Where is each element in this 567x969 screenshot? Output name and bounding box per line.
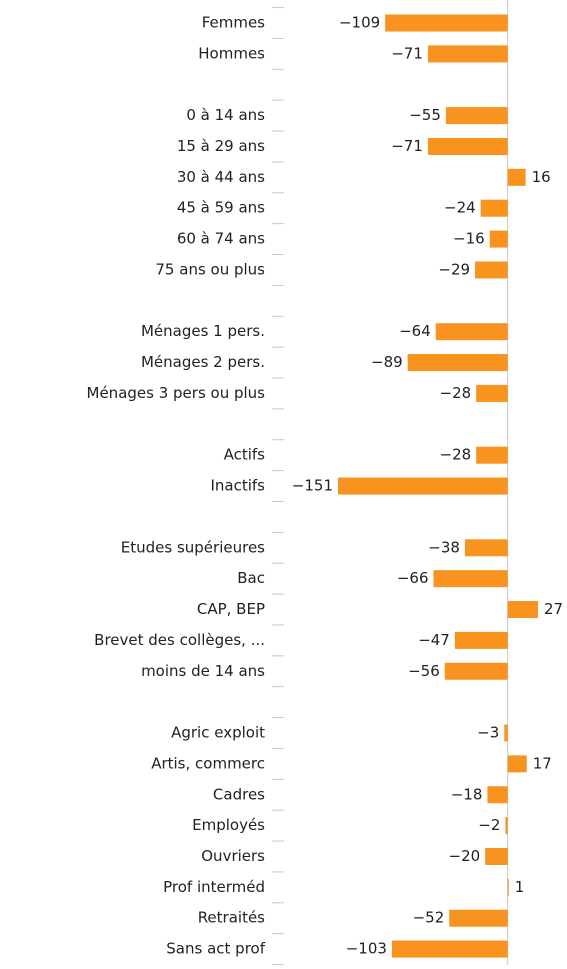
- bar: [507, 601, 538, 619]
- category-label: Ouvriers: [201, 847, 265, 865]
- data-label: −47: [418, 631, 450, 649]
- bar: [487, 786, 508, 804]
- bar: [475, 261, 508, 279]
- data-label: −20: [449, 847, 481, 865]
- bar: [407, 354, 508, 372]
- bar: [489, 230, 508, 248]
- bar: [385, 14, 508, 32]
- category-label: Inactifs: [210, 477, 265, 495]
- data-label: −3: [477, 724, 499, 742]
- bar: [435, 323, 508, 341]
- category-label: 0 à 14 ans: [186, 106, 265, 124]
- category-label: Femmes: [202, 14, 265, 32]
- bar: [444, 662, 508, 680]
- category-label: Retraités: [198, 909, 265, 927]
- data-label: −24: [444, 199, 476, 217]
- data-label: −18: [451, 785, 483, 803]
- data-label: −89: [371, 353, 403, 371]
- bar: [464, 539, 508, 557]
- bar: [507, 168, 526, 186]
- bar: [507, 878, 509, 896]
- category-label: Employés: [192, 816, 265, 834]
- data-label: −2: [478, 816, 500, 834]
- category-label: Sans act prof: [166, 940, 265, 958]
- data-label: −103: [346, 940, 387, 958]
- bar: [454, 631, 508, 649]
- bar: [449, 909, 508, 927]
- bar: [427, 45, 508, 63]
- category-label: Prof interméd: [163, 878, 265, 896]
- bar: [433, 570, 508, 588]
- data-label: 17: [533, 754, 552, 772]
- category-label: Cadres: [213, 785, 265, 803]
- category-label: Artis, commerc: [151, 754, 265, 772]
- data-label: 16: [532, 168, 551, 186]
- bar: [480, 199, 508, 217]
- data-label: 1: [515, 878, 525, 896]
- data-label: −38: [428, 538, 460, 556]
- category-label: Bac: [237, 569, 265, 587]
- category-label: Actifs: [224, 446, 266, 464]
- data-label: −64: [399, 322, 431, 340]
- category-label: Ménages 3 pers ou plus: [87, 384, 266, 402]
- category-label: CAP, BEP: [197, 600, 265, 618]
- data-label: −71: [391, 137, 423, 155]
- data-label: −28: [440, 446, 472, 464]
- bar: [476, 446, 508, 464]
- data-label: −56: [408, 662, 440, 680]
- category-label: Ménages 2 pers.: [141, 353, 265, 371]
- data-label: −109: [339, 14, 380, 32]
- category-label: 30 à 44 ans: [177, 168, 265, 186]
- data-label: −28: [440, 384, 472, 402]
- bar: [338, 477, 508, 495]
- data-label: −55: [409, 106, 441, 124]
- data-label: −66: [397, 569, 429, 587]
- data-label: −29: [438, 260, 470, 278]
- bar: [505, 817, 508, 835]
- bar: [504, 724, 508, 742]
- bar: [507, 755, 527, 773]
- category-label: Brevet des collèges, ...: [94, 631, 265, 649]
- data-label: 27: [544, 600, 563, 618]
- data-label: −71: [391, 44, 423, 62]
- category-label: Etudes supérieures: [121, 538, 265, 556]
- category-label: 15 à 29 ans: [177, 137, 265, 155]
- bar: [476, 384, 508, 402]
- category-label: Agric exploit: [171, 724, 265, 742]
- category-label: moins de 14 ans: [141, 662, 265, 680]
- bar: [445, 107, 508, 125]
- bar: [427, 137, 508, 155]
- bar: [485, 847, 508, 865]
- category-label: 60 à 74 ans: [177, 230, 265, 248]
- data-label: −52: [413, 909, 445, 927]
- category-label: Hommes: [198, 44, 265, 62]
- category-label: Ménages 1 pers.: [141, 322, 265, 340]
- bar: [391, 940, 508, 958]
- data-label: −16: [453, 230, 485, 248]
- category-label: 75 ans ou plus: [155, 260, 265, 278]
- category-label: 45 à 59 ans: [177, 199, 265, 217]
- data-label: −151: [292, 477, 333, 495]
